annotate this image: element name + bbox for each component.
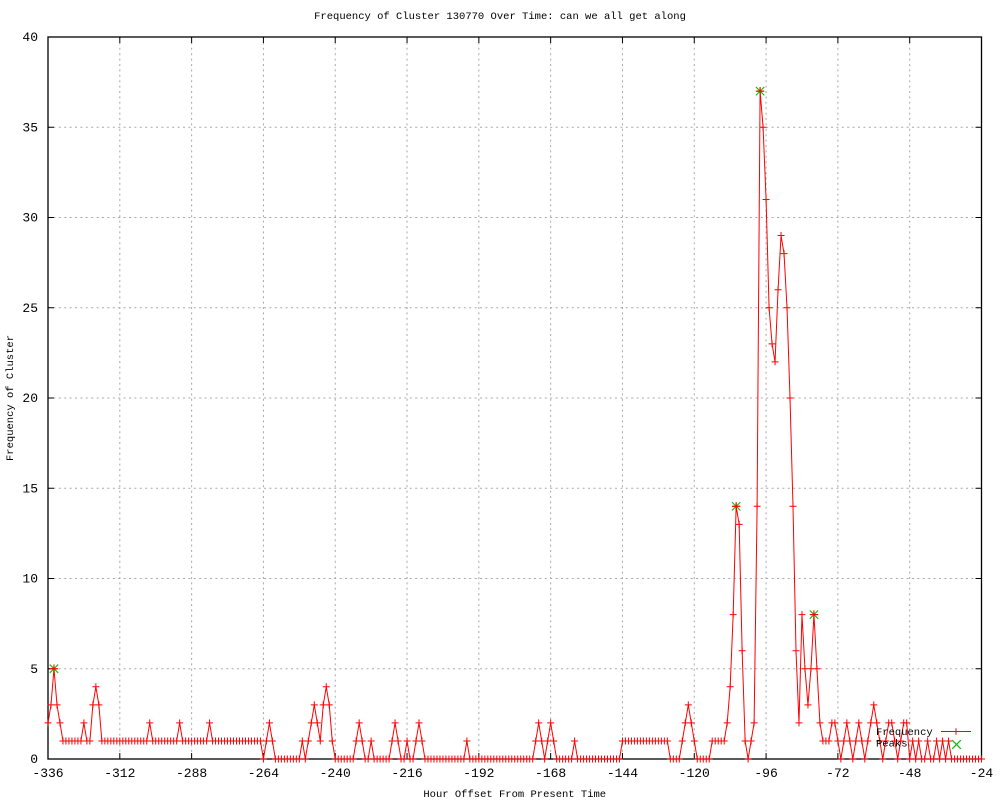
svg-text:5: 5	[30, 662, 38, 677]
svg-text:25: 25	[22, 301, 38, 316]
svg-text:Peaks: Peaks	[876, 739, 908, 751]
svg-text:-288: -288	[176, 766, 207, 781]
svg-text:-96: -96	[754, 766, 777, 781]
svg-text:-192: -192	[463, 766, 494, 781]
svg-text:20: 20	[22, 391, 38, 406]
svg-text:Frequency: Frequency	[876, 727, 933, 739]
svg-text:40: 40	[22, 30, 38, 45]
svg-text:10: 10	[22, 572, 38, 587]
svg-text:-264: -264	[248, 766, 279, 781]
svg-text:-120: -120	[679, 766, 710, 781]
svg-text:35: 35	[22, 120, 38, 135]
svg-text:Frequency of Cluster: Frequency of Cluster	[5, 335, 17, 461]
svg-text:15: 15	[22, 481, 38, 496]
svg-text:-240: -240	[320, 766, 351, 781]
svg-text:30: 30	[22, 211, 38, 226]
svg-text:-336: -336	[32, 766, 63, 781]
svg-text:-144: -144	[607, 766, 638, 781]
svg-text:-168: -168	[535, 766, 566, 781]
svg-text:Frequency of Cluster 130770 Ov: Frequency of Cluster 130770 Over Time: c…	[314, 11, 686, 23]
svg-text:-312: -312	[104, 766, 135, 781]
svg-text:-48: -48	[898, 766, 921, 781]
svg-text:-24: -24	[970, 766, 994, 781]
svg-text:-72: -72	[826, 766, 849, 781]
svg-text:-216: -216	[391, 766, 422, 781]
svg-text:Hour Offset From Present Time: Hour Offset From Present Time	[423, 789, 606, 800]
svg-text:0: 0	[30, 752, 38, 767]
